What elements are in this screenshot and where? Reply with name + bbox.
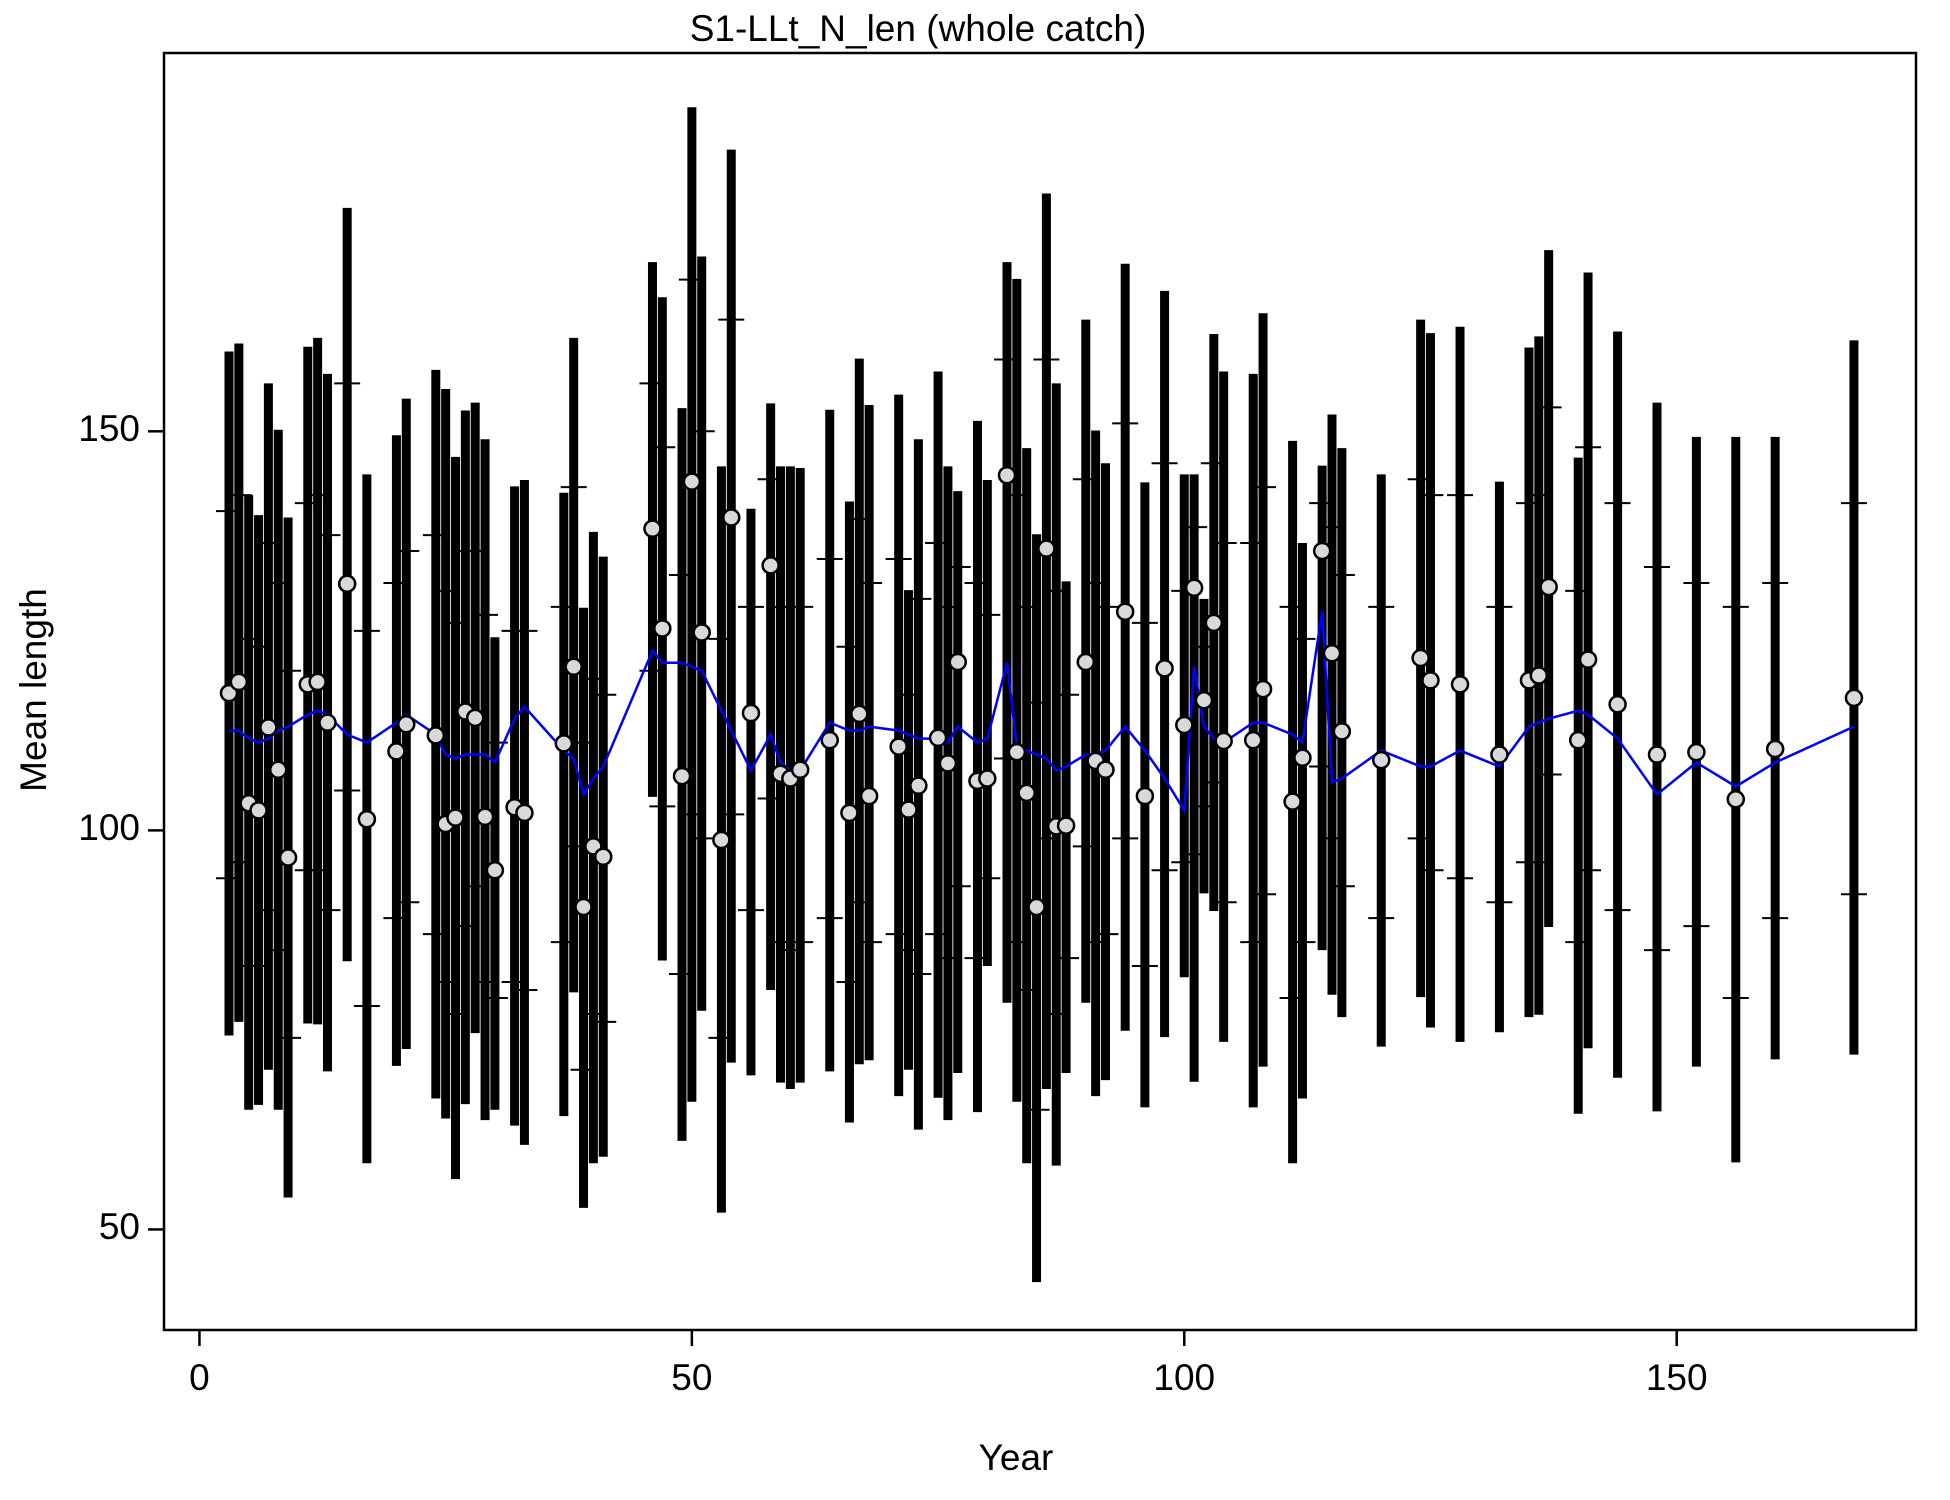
observed-point [1647, 745, 1667, 764]
observed-point [948, 652, 968, 672]
observed-point [446, 808, 465, 827]
observed-point [337, 574, 357, 594]
chart-title: S1-LLt_N_len (whole catch) [690, 8, 1147, 49]
x-tick-label: 0 [189, 1357, 210, 1398]
observed-point [1450, 675, 1470, 694]
expected-line [228, 610, 1855, 815]
observed-point [712, 830, 731, 850]
x-tick-label: 100 [1153, 1357, 1215, 1398]
observed-point [426, 726, 446, 745]
observed-point [1529, 666, 1549, 685]
observed-point [741, 703, 761, 723]
observed-point [485, 861, 505, 880]
observed-point [1371, 750, 1391, 770]
observed-point [1037, 539, 1056, 558]
observed-point [1283, 792, 1302, 811]
y-tick-label: 150 [78, 408, 140, 449]
x-tick-label: 150 [1646, 1357, 1708, 1398]
observed-point [1007, 742, 1027, 762]
observed-point [1411, 648, 1430, 668]
observed-point [1115, 602, 1135, 621]
observed-point [554, 734, 574, 753]
observed-point [318, 713, 337, 732]
observed-point [692, 623, 711, 642]
observed-point [840, 803, 859, 823]
observed-point [229, 672, 249, 692]
observed-point [978, 769, 997, 788]
observed-point [515, 803, 534, 823]
observed-point [1184, 578, 1204, 597]
observed-point [928, 728, 948, 748]
observed-point [653, 619, 672, 638]
observed-point [820, 730, 839, 750]
observed-point [1608, 695, 1627, 714]
observed-point [1155, 659, 1174, 678]
observed-point [357, 809, 377, 829]
observed-point [249, 801, 268, 820]
y-axis-label: Mean length [13, 588, 54, 792]
observed-point [1096, 760, 1115, 779]
observed-point [1056, 816, 1076, 835]
x-tick-label: 50 [671, 1357, 712, 1398]
observed-point [564, 657, 583, 677]
observed-point [899, 800, 918, 819]
observed-point [1539, 577, 1558, 597]
observed-point [1765, 739, 1785, 759]
observed-point [850, 704, 869, 724]
observed-point [1204, 613, 1224, 633]
observed-point [1421, 671, 1440, 690]
observed-point [1135, 786, 1155, 806]
observed-point [593, 847, 613, 866]
observed-point [909, 776, 928, 795]
observed-point [465, 708, 485, 728]
observed-point [387, 742, 406, 761]
observed-point [1027, 897, 1046, 917]
observed-point [761, 556, 780, 575]
observed-point [268, 760, 288, 779]
observed-point [1243, 730, 1263, 750]
observed-point [790, 760, 810, 779]
observed-point [1726, 789, 1746, 809]
observed-point [682, 472, 702, 491]
observed-point [643, 519, 662, 538]
observed-point [1312, 541, 1332, 561]
observed-point [1194, 691, 1214, 710]
observed-point [397, 714, 416, 734]
observed-point [1578, 650, 1598, 669]
observed-point [1322, 643, 1342, 663]
observed-point [859, 786, 879, 806]
y-tick-label: 50 [99, 1206, 140, 1247]
observed-point [1568, 730, 1588, 750]
observed-point [1214, 731, 1233, 751]
observed-point [938, 754, 958, 773]
observed-point [475, 807, 495, 827]
observed-point [1293, 748, 1312, 767]
observed-point [259, 718, 278, 737]
observed-point [722, 508, 741, 527]
observed-point [308, 672, 327, 692]
observed-point [1175, 715, 1194, 735]
observed-point [997, 465, 1017, 485]
plot-frame [162, 51, 1918, 1332]
observed-point [1332, 722, 1352, 741]
observed-point [1490, 745, 1509, 764]
observed-point [1076, 652, 1096, 672]
observed-point [1687, 742, 1706, 762]
observed-point [574, 897, 593, 917]
observed-point [1253, 679, 1273, 699]
observed-point [1844, 688, 1864, 708]
x-axis-label: Year [979, 1437, 1054, 1478]
observed-point [672, 766, 692, 786]
observed-point [889, 737, 908, 756]
observed-point [219, 683, 239, 703]
y-tick-label: 100 [78, 807, 140, 848]
observed-point [278, 848, 298, 867]
observed-point [1017, 783, 1036, 803]
